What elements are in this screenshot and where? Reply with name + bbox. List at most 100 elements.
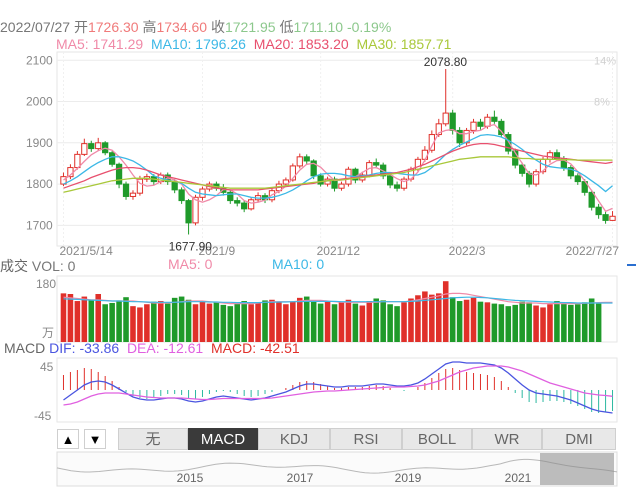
volume-bar: [429, 294, 435, 342]
volume-bar: [484, 302, 491, 342]
candle-body: [171, 181, 178, 191]
scroll-down-button[interactable]: ▼: [84, 429, 106, 449]
candle-body: [241, 202, 248, 210]
volume-bar: [67, 294, 74, 342]
overview-selection-handle[interactable]: [540, 453, 614, 485]
close-value: 1721.95: [224, 19, 276, 35]
scroll-up-button[interactable]: ▲: [57, 429, 79, 449]
candle-body: [331, 178, 338, 189]
ma30-legend: MA30: 1857.71: [356, 36, 452, 52]
candle-body: [574, 175, 581, 183]
volume-bar: [220, 304, 227, 342]
volume-bar: [60, 293, 67, 342]
volume-bar: [561, 302, 567, 342]
price-tick-label: 1700: [26, 218, 53, 232]
candle-body: [310, 160, 317, 177]
volume-bar: [199, 301, 206, 342]
price-tick-label: 1800: [26, 177, 53, 191]
price-tick-label: 2000: [26, 95, 53, 109]
volume-bar: [568, 304, 574, 342]
candle-body: [317, 175, 324, 185]
volume-bar: [227, 306, 234, 342]
date-tick-label: 2021/9: [198, 244, 235, 258]
candle-body: [74, 153, 81, 169]
tab-none[interactable]: 无: [118, 428, 188, 450]
candle-body: [595, 206, 602, 216]
volume-bar: [331, 304, 338, 342]
volume-bar: [574, 304, 581, 342]
volume-bar: [206, 303, 213, 342]
tab-wr[interactable]: WR: [472, 428, 542, 450]
candle-body: [442, 112, 449, 125]
ma-line-ma10: [63, 133, 613, 199]
tab-rsi[interactable]: RSI: [330, 428, 402, 450]
volume-bar: [81, 296, 88, 342]
overview-line: [56, 458, 618, 474]
volume-vol: VOL: 0: [31, 258, 76, 274]
date-tick-label: 2022/7/27: [566, 244, 620, 258]
volume-bar: [526, 302, 532, 342]
open-label: 开: [73, 19, 88, 35]
price-tick-label: 1900: [26, 136, 53, 150]
volume-bar: [255, 302, 261, 342]
tab-macd[interactable]: MACD: [188, 428, 258, 450]
candle-body: [463, 129, 470, 144]
candle-body: [386, 175, 394, 186]
price-tick-label: 2100: [26, 53, 53, 67]
candle-body: [588, 191, 595, 208]
candle-body: [95, 142, 102, 150]
overview-panel: [56, 451, 618, 487]
candle-body: [136, 178, 144, 194]
candle-body: [491, 116, 498, 122]
volume-unit: 万: [42, 326, 54, 340]
volume-bar: [359, 305, 366, 342]
volume-bar: [345, 299, 352, 342]
volume-ma5: MA5: 0: [168, 256, 213, 272]
volume-bar: [157, 301, 164, 342]
candle-body: [498, 120, 505, 136]
volume-bar: [109, 302, 115, 342]
macd-dif: DIF: -33.86: [49, 340, 120, 356]
volume-bar: [338, 302, 345, 342]
volume-bar: [310, 300, 317, 342]
candle-body: [553, 152, 561, 159]
tab-boll[interactable]: BOLL: [402, 428, 472, 450]
tab-kdj[interactable]: KDJ: [258, 428, 330, 450]
open-value: 1726.30: [87, 19, 139, 35]
candle-body: [115, 163, 123, 185]
candle-body: [129, 192, 137, 197]
volume-bar: [505, 306, 512, 342]
candle-body: [456, 129, 463, 144]
candle-body: [338, 183, 345, 189]
candle-body: [567, 167, 574, 177]
overview-year-label: 2021: [505, 471, 532, 485]
candle-body: [400, 178, 408, 189]
candle-body: [108, 152, 116, 165]
volume-bar: [581, 302, 588, 342]
candle-body: [303, 156, 310, 162]
volume-bar: [276, 301, 282, 342]
volume-bar: [137, 307, 143, 342]
volume-bar: [241, 301, 247, 342]
volume-header: 成交 VOL: 0: [0, 256, 75, 276]
candle-body: [227, 191, 234, 202]
tab-dmi[interactable]: DMI: [542, 428, 616, 450]
volume-bar: [192, 304, 199, 342]
candle-body: [421, 149, 429, 160]
candle-body: [373, 162, 380, 166]
volume-bar: [533, 305, 539, 342]
volume-bar: [74, 301, 81, 342]
volume-bar: [415, 295, 421, 342]
volume-bar: [435, 293, 442, 342]
low-value: 1711.10: [293, 19, 344, 35]
volume-bar: [116, 300, 122, 342]
date-tick-label: 2021/5/14: [59, 244, 113, 258]
volume-bar: [178, 296, 185, 342]
high-value: 1734.60: [156, 19, 208, 35]
volume-label: 成交: [0, 258, 28, 274]
volume-bar: [262, 300, 268, 342]
ma10-legend: MA10: 1796.26: [150, 36, 246, 52]
change-value: -0.19%: [346, 19, 392, 35]
volume-bar: [324, 301, 331, 342]
volume-bar: [547, 304, 553, 342]
